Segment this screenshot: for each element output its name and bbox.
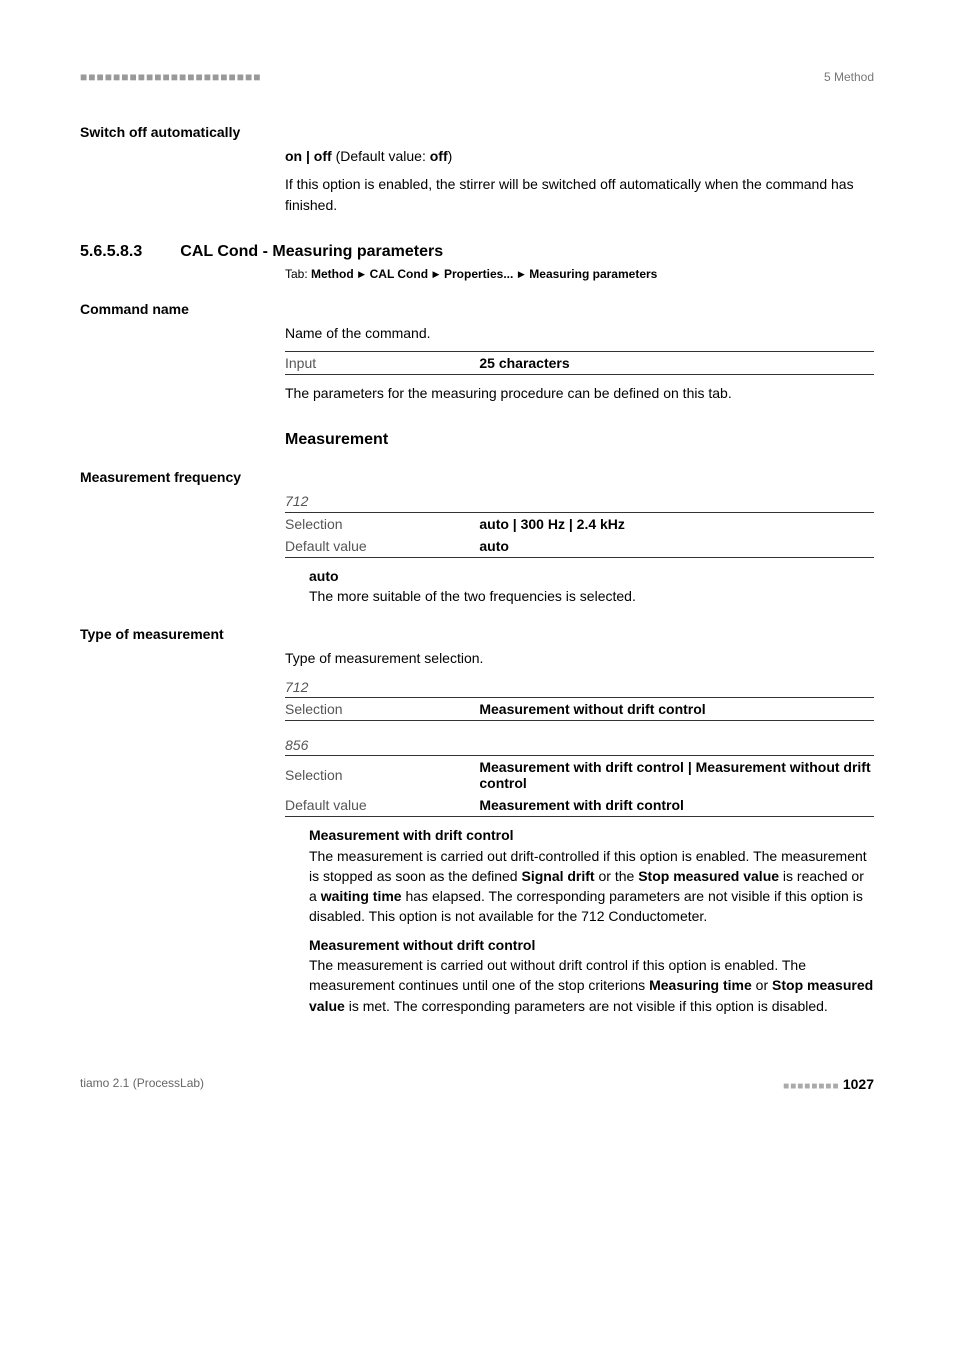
type-meas-heading: Type of measurement [80,626,874,642]
tab-prefix: Tab: [285,267,311,281]
table-key: Selection [285,756,479,795]
measurement-subhead: Measurement [285,431,874,449]
table-value: Measurement with drift control [479,794,874,817]
opt2-p1b: or [752,977,772,993]
meas-freq-heading: Measurement frequency [80,469,874,485]
section-title: CAL Cond - Measuring parameters [180,243,443,261]
table-key: Selection [285,512,479,535]
page-number: 1027 [843,1076,874,1092]
section-number: 5.6.5.8.3 [80,243,142,261]
device-712-2: 712 [285,677,874,697]
command-name-table: Input 25 characters [285,351,874,375]
footer-dashes: ■■■■■■■■ [783,1081,839,1092]
opt1-b1: Signal drift [521,868,594,884]
table-row: Selection Measurement with drift control… [285,756,874,795]
opt1-b3: waiting time [321,888,402,904]
switch-off-options-value: on | off [285,148,332,164]
table-row: Input 25 characters [285,352,874,375]
table-row: Default value Measurement with drift con… [285,794,874,817]
table-value: Measurement with drift control | Measure… [479,756,874,795]
table-value: 25 characters [479,352,874,375]
command-name-heading: Command name [80,301,874,317]
type-meas-table-712: Selection Measurement without drift cont… [285,697,874,721]
table-key: Default value [285,535,479,558]
opt2-desc: The measurement is carried out without d… [309,955,874,1016]
tab-seg-0: Method [311,267,354,281]
switch-off-heading: Switch off automatically [80,124,874,140]
chevron-right-icon: ▶ [513,269,529,279]
tab-seg-3: Measuring parameters [529,267,657,281]
switch-off-desc: If this option is enabled, the stirrer w… [285,174,874,215]
section-header: 5.6.5.8.3 CAL Cond - Measuring parameter… [80,243,874,261]
default-close: ) [448,148,453,164]
opt1-p1b: or the [595,868,639,884]
meas-freq-table: Selection auto | 300 Hz | 2.4 kHz Defaul… [285,512,874,558]
tab-seg-1: CAL Cond [370,267,428,281]
opt2-b1: Measuring time [649,977,752,993]
chevron-right-icon: ▶ [354,269,370,279]
auto-option-name: auto [309,566,874,586]
table-row: Default value auto [285,535,874,558]
table-row: Selection Measurement without drift cont… [285,697,874,720]
opt1-desc: The measurement is carried out drift-con… [309,846,874,927]
opt1-b2: Stop measured value [638,868,779,884]
opt1-name: Measurement with drift control [309,825,874,845]
device-712: 712 [285,491,874,511]
type-meas-desc: Type of measurement selection. [285,648,874,668]
default-label: (Default value: [332,148,430,164]
table-value: auto [479,535,874,558]
tab-seg-2: Properties... [444,267,513,281]
table-row: Selection auto | 300 Hz | 2.4 kHz [285,512,874,535]
command-name-after: The parameters for the measuring procedu… [285,383,874,403]
page-header: ■■■■■■■■■■■■■■■■■■■■■■ 5 Method [80,70,874,84]
page-footer: tiamo 2.1 (ProcessLab) ■■■■■■■■ 1027 [80,1076,874,1092]
default-value: off [430,148,448,164]
table-value: auto | 300 Hz | 2.4 kHz [479,512,874,535]
table-value: Measurement without drift control [479,697,874,720]
switch-off-options: on | off (Default value: off) [285,146,874,166]
chapter-label: 5 Method [824,70,874,84]
header-dashes: ■■■■■■■■■■■■■■■■■■■■■■ [80,70,261,84]
opt2-name: Measurement without drift control [309,935,874,955]
table-key: Input [285,352,479,375]
type-meas-table-856: Selection Measurement with drift control… [285,755,874,817]
footer-right: ■■■■■■■■ 1027 [783,1076,874,1092]
table-key: Selection [285,697,479,720]
tab-path: Tab: Method ▶ CAL Cond ▶ Properties... ▶… [285,267,874,281]
footer-left: tiamo 2.1 (ProcessLab) [80,1076,204,1092]
table-key: Default value [285,794,479,817]
command-name-desc: Name of the command. [285,323,874,343]
chevron-right-icon: ▶ [428,269,444,279]
auto-option-desc: The more suitable of the two frequencies… [309,586,874,606]
device-856: 856 [285,735,874,755]
opt2-p1c: is met. The corresponding parameters are… [345,998,828,1014]
